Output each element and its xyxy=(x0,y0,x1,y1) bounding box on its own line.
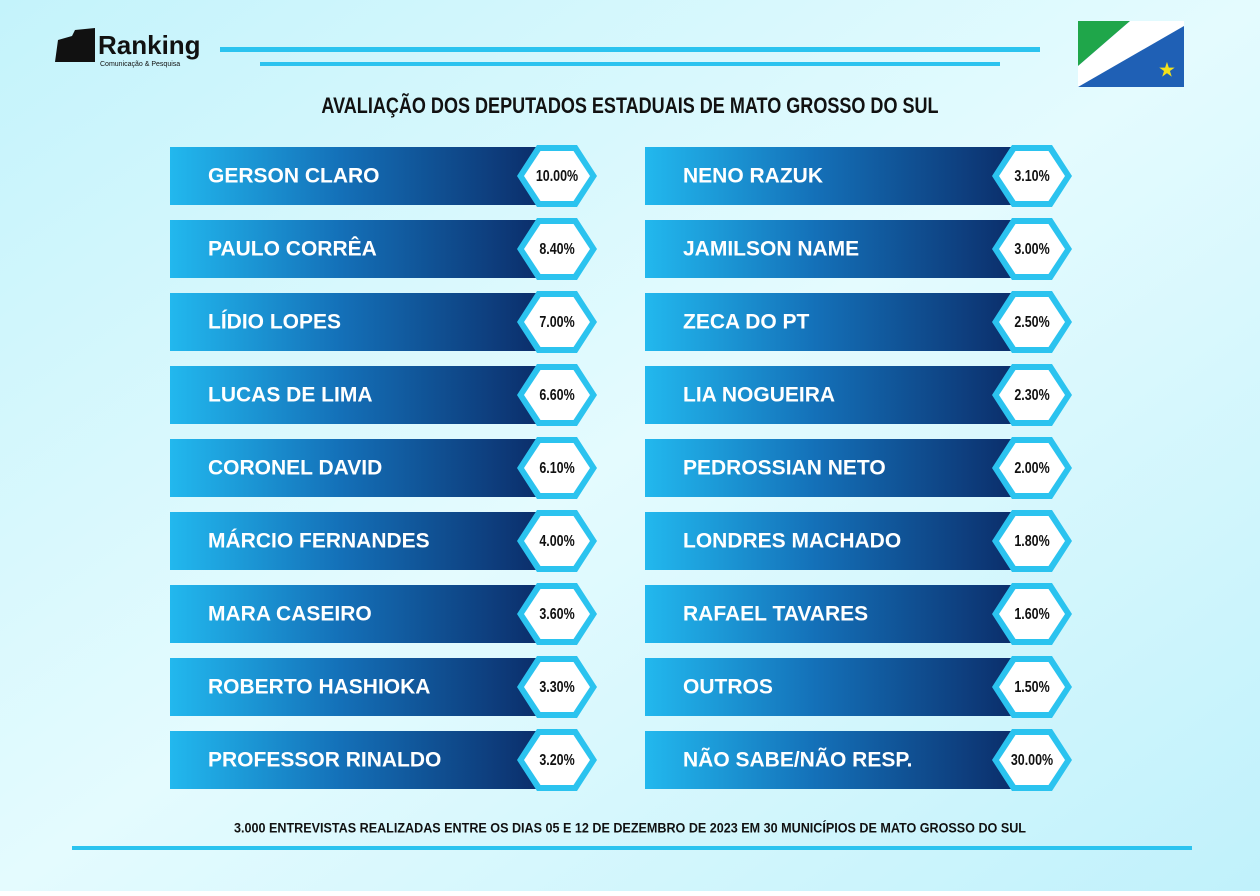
row-value: 30.00% xyxy=(1011,752,1053,770)
row-value: 6.10% xyxy=(539,460,575,478)
row-value: 1.80% xyxy=(1014,533,1050,551)
logo-tagline: Comunicação & Pesquisa xyxy=(100,61,180,68)
badge xyxy=(999,735,1065,785)
row-bar xyxy=(170,731,550,789)
row-bar xyxy=(170,366,550,424)
row-bar xyxy=(170,293,550,351)
row-bar xyxy=(170,658,550,716)
row-bar xyxy=(170,512,550,570)
row-name: LIA NOGUEIRA xyxy=(683,384,835,407)
row-value: 8.40% xyxy=(539,241,575,259)
svg-text:★: ★ xyxy=(1158,59,1176,81)
row-bar xyxy=(645,585,1025,643)
row-name: OUTROS xyxy=(683,676,773,699)
row-bar xyxy=(645,439,1025,497)
badge xyxy=(524,589,590,639)
row-name: LÍDIO LOPES xyxy=(208,311,341,334)
row-bar xyxy=(645,220,1025,278)
badge xyxy=(524,297,590,347)
row-bar xyxy=(645,293,1025,351)
row-name: PEDROSSIAN NETO xyxy=(683,457,886,480)
row-value: 2.30% xyxy=(1014,387,1050,405)
row-value: 4.00% xyxy=(539,533,575,551)
row-bar xyxy=(645,731,1025,789)
row-value: 3.20% xyxy=(539,752,575,770)
row-value: 1.50% xyxy=(1014,679,1050,697)
badge xyxy=(999,151,1065,201)
flag: ★ xyxy=(1078,21,1184,87)
badge xyxy=(999,516,1065,566)
row-name: GERSON CLARO xyxy=(208,165,380,188)
row-name: ZECA DO PT xyxy=(683,311,810,334)
logo: Ranking Comunicação & Pesquisa xyxy=(55,28,201,68)
row-name: MARA CASEIRO xyxy=(208,603,372,626)
ranking-list: GERSON CLARO 10.00% PAULO CORRÊA 8.40% LÍDIO… xyxy=(170,145,1072,791)
row-bar xyxy=(645,366,1025,424)
row-bar xyxy=(170,147,550,205)
badge xyxy=(524,662,590,712)
row-value: 6.60% xyxy=(539,387,575,405)
row-name: JAMILSON NAME xyxy=(683,238,859,261)
badge xyxy=(999,297,1065,347)
row-name: PAULO CORRÊA xyxy=(208,237,377,261)
row-value: 3.10% xyxy=(1014,168,1050,186)
row-name: MÁRCIO FERNANDES xyxy=(208,530,430,553)
row-bar xyxy=(170,585,550,643)
row-bar xyxy=(170,439,550,497)
row-value: 1.60% xyxy=(1014,606,1050,624)
badge xyxy=(524,370,590,420)
row-name: LONDRES MACHADO xyxy=(683,530,901,553)
title: AVALIAÇÃO DOS DEPUTADOS ESTADUAIS DE MAT… xyxy=(321,93,938,118)
badge xyxy=(524,735,590,785)
badge xyxy=(999,589,1065,639)
row-name: PROFESSOR RINALDO xyxy=(208,749,441,772)
row-value: 7.00% xyxy=(539,314,575,332)
footer-note: 3.000 ENTREVISTAS REALIZADAS ENTRE OS DI… xyxy=(234,820,1026,836)
row-bar xyxy=(645,658,1025,716)
logo-name: Ranking xyxy=(98,30,201,60)
badge xyxy=(524,516,590,566)
row-bar xyxy=(170,220,550,278)
row-name: ROBERTO HASHIOKA xyxy=(208,676,430,699)
row-value: 2.00% xyxy=(1014,460,1050,478)
badge xyxy=(524,224,590,274)
bottom-line xyxy=(72,846,1192,850)
row-value: 3.30% xyxy=(539,679,575,697)
row-name: NÃO SABE/NÃO RESP. xyxy=(683,749,913,772)
row-name: RAFAEL TAVARES xyxy=(683,603,868,626)
row-bar xyxy=(645,512,1025,570)
row-value: 3.00% xyxy=(1014,241,1050,259)
badge xyxy=(999,370,1065,420)
badge xyxy=(524,443,590,493)
row-name: CORONEL DAVID xyxy=(208,457,382,480)
row-name: NENO RAZUK xyxy=(683,165,823,188)
badge xyxy=(524,151,590,201)
row-name: LUCAS DE LIMA xyxy=(208,384,373,407)
badge xyxy=(999,443,1065,493)
badge xyxy=(999,224,1065,274)
row-value: 10.00% xyxy=(536,168,578,186)
row-value: 3.60% xyxy=(539,606,575,624)
badge xyxy=(999,662,1065,712)
top-line xyxy=(220,47,1040,52)
row-value: 2.50% xyxy=(1014,314,1050,332)
top-line xyxy=(260,62,1000,66)
row-bar xyxy=(645,147,1025,205)
